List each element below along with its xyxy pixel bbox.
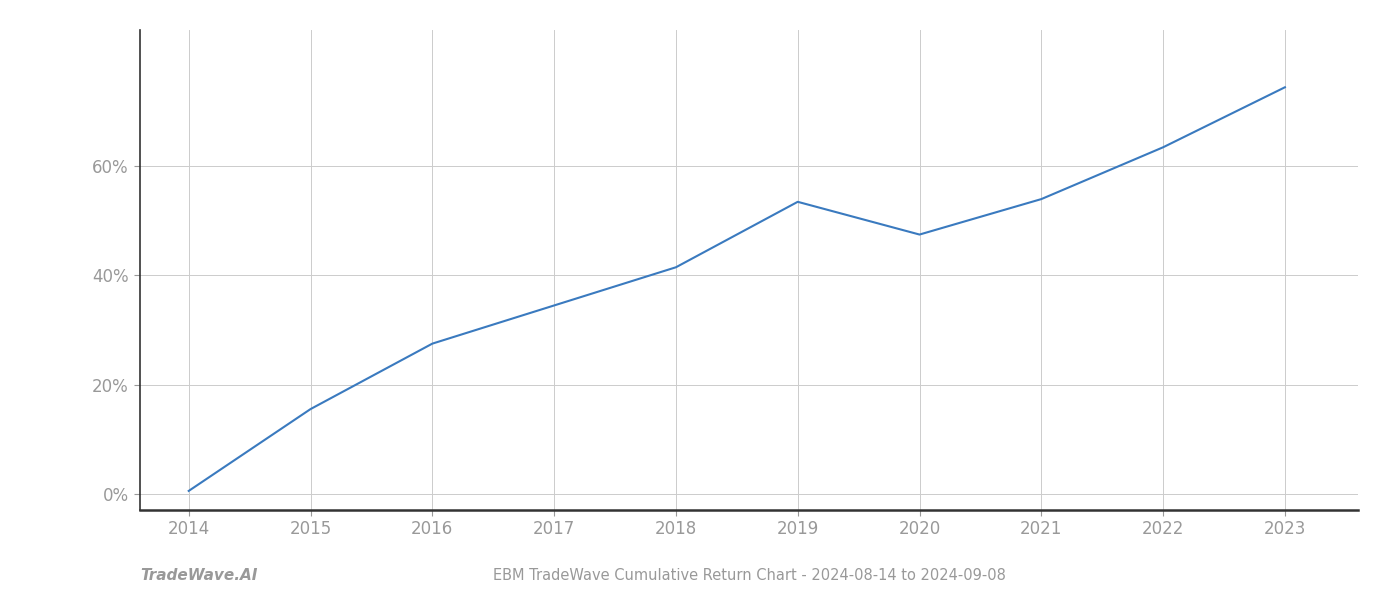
Text: EBM TradeWave Cumulative Return Chart - 2024-08-14 to 2024-09-08: EBM TradeWave Cumulative Return Chart - … bbox=[493, 568, 1005, 583]
Text: TradeWave.AI: TradeWave.AI bbox=[140, 568, 258, 583]
